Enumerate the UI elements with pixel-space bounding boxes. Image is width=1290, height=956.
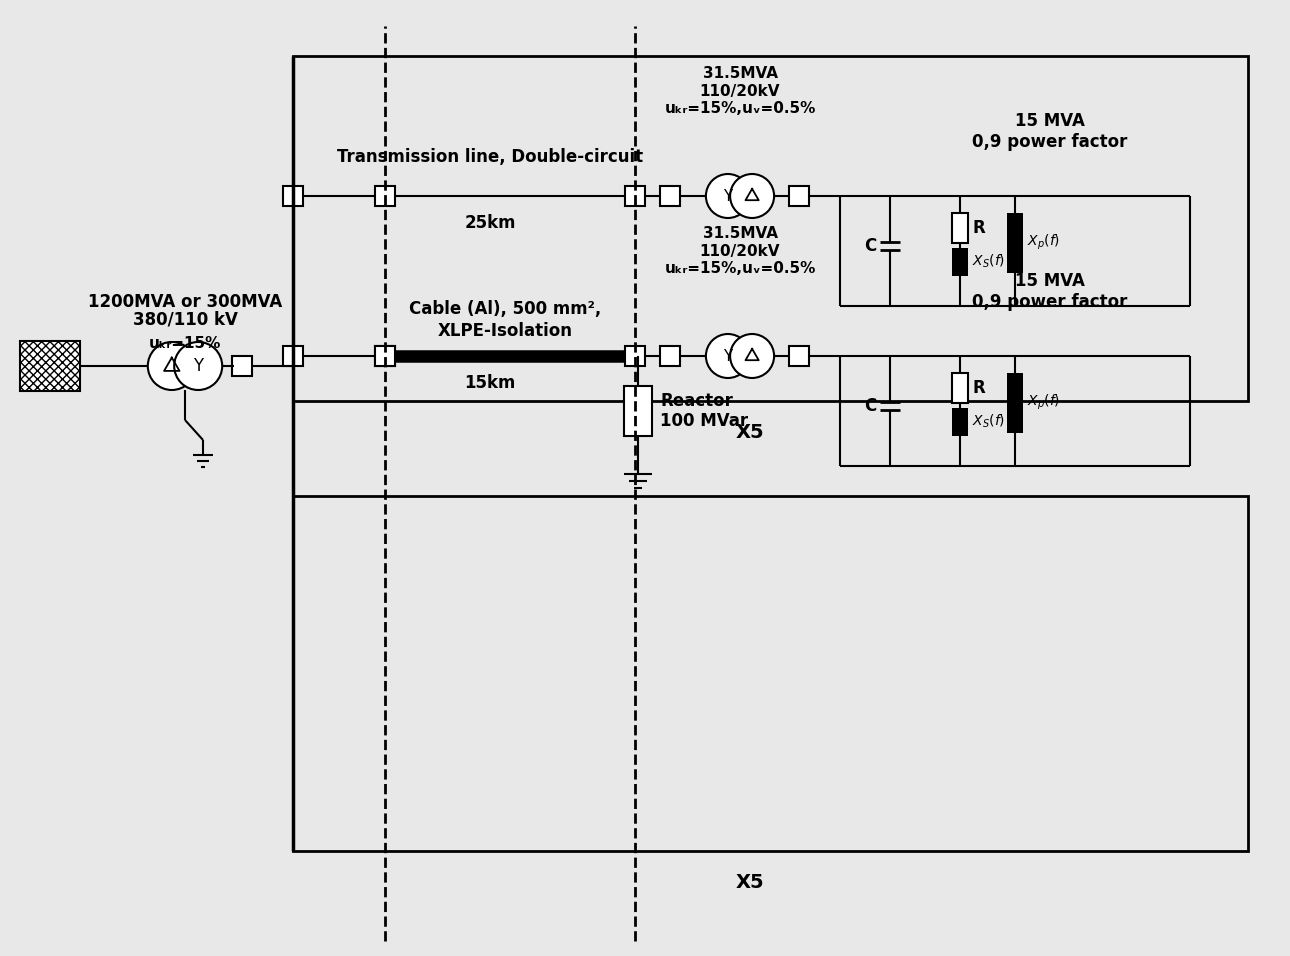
- Text: Cable (Al), 500 mm²,: Cable (Al), 500 mm²,: [409, 300, 601, 318]
- Text: 31.5MVA
110/20kV
uₖᵣ=15%,uᵥ=0.5%: 31.5MVA 110/20kV uₖᵣ=15%,uᵥ=0.5%: [664, 227, 815, 276]
- Text: $X_p(f)$: $X_p(f)$: [1027, 393, 1060, 412]
- Text: Y: Y: [724, 349, 733, 363]
- Text: Reactor
100 MVar: Reactor 100 MVar: [660, 392, 748, 430]
- Bar: [1007, 212, 1023, 272]
- Text: C: C: [864, 237, 876, 255]
- Bar: [660, 186, 680, 206]
- Bar: [624, 186, 645, 206]
- Bar: [283, 346, 303, 366]
- Text: 25km: 25km: [464, 214, 516, 232]
- Bar: [375, 346, 395, 366]
- Text: X5: X5: [735, 873, 764, 892]
- Text: Transmission line, Double-circuit: Transmission line, Double-circuit: [337, 148, 642, 166]
- Text: $X_S(f)$: $X_S(f)$: [971, 252, 1005, 271]
- Bar: [789, 186, 809, 206]
- Text: $X_S(f)$: $X_S(f)$: [971, 413, 1005, 430]
- Circle shape: [706, 334, 749, 378]
- Text: uₖᵣ=15%: uₖᵣ=15%: [148, 336, 221, 351]
- Circle shape: [174, 342, 222, 390]
- Bar: [293, 56, 1247, 401]
- Bar: [21, 341, 80, 391]
- Bar: [952, 248, 968, 275]
- Text: Y: Y: [724, 188, 733, 204]
- Circle shape: [730, 334, 774, 378]
- Bar: [952, 407, 968, 436]
- Bar: [952, 373, 968, 402]
- Bar: [952, 212, 968, 243]
- Text: C: C: [864, 397, 876, 415]
- Bar: [660, 346, 680, 366]
- Circle shape: [730, 174, 774, 218]
- Bar: [375, 186, 395, 206]
- Text: R: R: [971, 219, 984, 236]
- Bar: [789, 346, 809, 366]
- Bar: [293, 496, 1247, 851]
- Text: R: R: [971, 379, 984, 397]
- Text: Y: Y: [194, 357, 204, 375]
- Text: 380/110 kV: 380/110 kV: [133, 310, 237, 328]
- Text: 15 MVA
0,9 power factor: 15 MVA 0,9 power factor: [973, 112, 1127, 151]
- Bar: [232, 356, 253, 376]
- Text: 15km: 15km: [464, 374, 516, 392]
- Bar: [624, 346, 645, 366]
- Bar: [283, 186, 303, 206]
- Text: 15 MVA
0,9 power factor: 15 MVA 0,9 power factor: [973, 272, 1127, 311]
- Circle shape: [706, 174, 749, 218]
- Bar: [375, 346, 395, 366]
- Bar: [1007, 373, 1023, 432]
- Bar: [624, 386, 651, 436]
- Text: $X_p(f)$: $X_p(f)$: [1027, 233, 1060, 252]
- Circle shape: [148, 342, 196, 390]
- Text: 31.5MVA
110/20kV
uₖᵣ=15%,uᵥ=0.5%: 31.5MVA 110/20kV uₖᵣ=15%,uᵥ=0.5%: [664, 66, 815, 116]
- Text: XLPE-Isolation: XLPE-Isolation: [437, 322, 573, 340]
- Text: 1200MVA or 300MVA: 1200MVA or 300MVA: [88, 293, 283, 311]
- Text: X5: X5: [735, 423, 764, 442]
